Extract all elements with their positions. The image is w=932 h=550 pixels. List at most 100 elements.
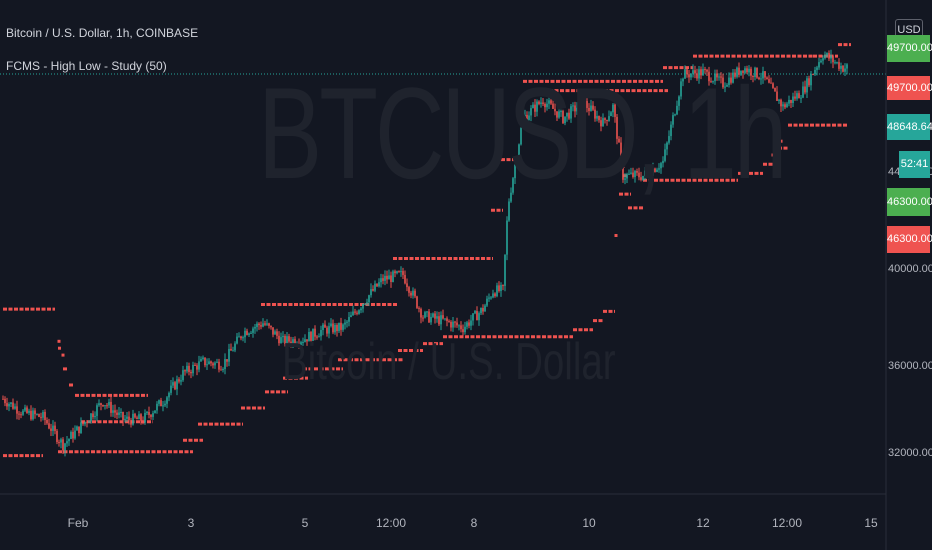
candle-body bbox=[468, 322, 470, 326]
candle-body bbox=[718, 76, 720, 78]
candle-body bbox=[676, 105, 678, 115]
candle-body bbox=[202, 357, 204, 359]
candle-body bbox=[198, 361, 200, 370]
candle-body bbox=[386, 275, 388, 280]
countdown-badge: 52:41 bbox=[899, 151, 930, 178]
candle-body bbox=[294, 339, 296, 345]
candle-body bbox=[32, 410, 34, 420]
candle-body bbox=[566, 112, 568, 117]
candle-body bbox=[352, 311, 354, 316]
candle-body bbox=[504, 254, 506, 286]
candle-body bbox=[46, 420, 48, 424]
candle-body bbox=[124, 418, 126, 421]
candle-body bbox=[36, 414, 38, 416]
candle-body bbox=[188, 365, 190, 372]
candle-body bbox=[406, 283, 408, 288]
candle-body bbox=[544, 103, 546, 108]
candle-body bbox=[816, 67, 818, 70]
candle-body bbox=[104, 405, 106, 407]
candle-body bbox=[670, 124, 672, 137]
candle-body bbox=[602, 118, 604, 127]
candle-body bbox=[254, 327, 256, 329]
low-level-badge-2: 46300.00 bbox=[887, 226, 932, 253]
candle-body bbox=[184, 370, 186, 372]
candle-body bbox=[698, 69, 700, 79]
candle-body bbox=[772, 83, 774, 88]
candle-body bbox=[378, 282, 380, 287]
candle-body bbox=[432, 313, 434, 317]
candle-body bbox=[192, 364, 194, 374]
candle-body bbox=[278, 335, 280, 344]
x-tick-label: 15 bbox=[864, 516, 878, 530]
candle-body bbox=[838, 62, 840, 69]
candle-body bbox=[490, 297, 492, 299]
candle-body bbox=[632, 172, 634, 178]
candle-body bbox=[826, 53, 828, 56]
candle-body bbox=[776, 91, 778, 101]
candle-body bbox=[484, 305, 486, 312]
x-tick-label: 8 bbox=[470, 516, 478, 530]
candle-body bbox=[98, 403, 100, 406]
candle-body bbox=[548, 100, 550, 104]
candle-body bbox=[592, 105, 594, 110]
candle-body bbox=[790, 99, 792, 103]
candle-body bbox=[416, 296, 418, 308]
candle-body bbox=[348, 317, 350, 322]
candle-body bbox=[56, 430, 58, 442]
candle-body bbox=[10, 402, 12, 404]
candle-body bbox=[500, 285, 502, 291]
candle-body bbox=[846, 64, 848, 69]
candle-body bbox=[62, 439, 64, 451]
symbol-title[interactable]: Bitcoin / U.S. Dollar, 1h, COINBASE bbox=[6, 26, 199, 40]
candle-body bbox=[738, 67, 740, 75]
candle-body bbox=[568, 112, 570, 119]
candle-body bbox=[506, 220, 508, 255]
candle-body bbox=[520, 128, 522, 145]
candle-body bbox=[176, 379, 178, 390]
candle-body bbox=[424, 312, 426, 318]
candle-body bbox=[822, 58, 824, 61]
candle-body bbox=[88, 421, 90, 423]
candle-body bbox=[398, 271, 400, 273]
candle-body bbox=[78, 426, 80, 434]
candle-body bbox=[126, 416, 128, 419]
x-tick-label: 12:00 bbox=[771, 516, 803, 530]
candle-body bbox=[212, 363, 214, 366]
candle-body bbox=[720, 76, 722, 78]
candle-body bbox=[322, 324, 324, 330]
candle-body bbox=[364, 303, 366, 305]
candle-body bbox=[810, 74, 812, 86]
candle-body bbox=[390, 275, 392, 283]
candle-body bbox=[256, 323, 258, 328]
candle-body bbox=[764, 71, 766, 78]
candle-body bbox=[12, 402, 14, 409]
x-tick-label: Feb bbox=[67, 516, 89, 530]
candle-body bbox=[148, 412, 150, 415]
candle-body bbox=[742, 70, 744, 73]
candle-body bbox=[100, 403, 102, 406]
last-price-badge: 48648.64 bbox=[887, 114, 932, 140]
candle-body bbox=[8, 403, 10, 407]
candle-body bbox=[440, 315, 442, 325]
candle-body bbox=[498, 285, 500, 291]
candle-body bbox=[526, 114, 528, 120]
candle-body bbox=[642, 175, 644, 180]
candle-body bbox=[796, 93, 798, 99]
candle-body bbox=[258, 323, 260, 326]
candle-body bbox=[828, 53, 830, 59]
candle-body bbox=[482, 307, 484, 312]
candle-body bbox=[22, 410, 24, 415]
study-label[interactable]: FCMS - High Low - Study (50) bbox=[6, 59, 167, 73]
level-dot bbox=[57, 339, 61, 343]
candle-body bbox=[50, 428, 52, 431]
candle-body bbox=[564, 116, 566, 124]
name-watermark: Bitcoin / U.S. Dollar bbox=[282, 333, 616, 391]
candle-body bbox=[644, 170, 646, 176]
candle-body bbox=[154, 410, 156, 414]
candle-body bbox=[114, 410, 116, 413]
candle-body bbox=[64, 443, 66, 451]
candle-body bbox=[842, 65, 844, 72]
candle-body bbox=[428, 311, 430, 323]
candle-body bbox=[28, 410, 30, 413]
